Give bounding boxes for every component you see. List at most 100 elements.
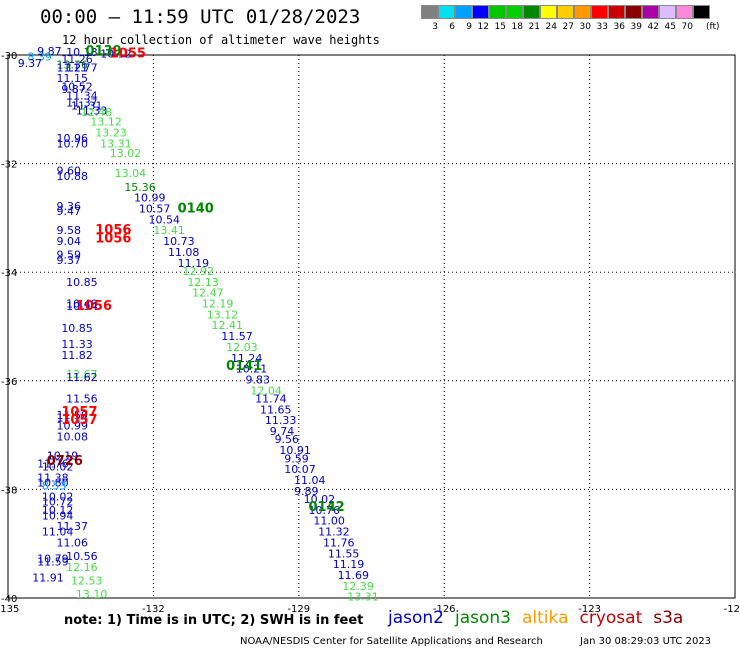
pass-time-label: 0726: [47, 454, 83, 469]
wave-height-label: 13.41: [153, 224, 185, 237]
wave-height-label: 13.36: [56, 59, 88, 72]
wave-height-label: 9.58: [56, 224, 81, 237]
plot-frame: [7, 54, 736, 599]
colorbar-swatch: [625, 5, 642, 19]
y-tick-label: -38: [1, 485, 17, 496]
wave-height-label: 11.59: [56, 409, 88, 422]
wave-height-label: 10.57: [139, 202, 171, 215]
legend-item-jason2: jason2: [388, 608, 444, 628]
colorbar-swatch: [642, 5, 659, 19]
colorbar-swatch: [557, 5, 574, 19]
pass-time-label: 1056: [95, 223, 131, 238]
wave-height-label: 11.57: [221, 330, 253, 343]
wave-height-label: 11.26: [61, 53, 93, 66]
wave-height-label: 11.91: [32, 572, 64, 585]
y-tick-label: -36: [1, 377, 17, 388]
wave-height-label: 11.24: [231, 352, 262, 365]
wave-height-label: 10.02: [42, 490, 74, 503]
wave-height-label: 10.54: [149, 213, 181, 226]
wave-height-label: 12.67: [66, 368, 98, 381]
wave-height-label: 12.16: [66, 561, 98, 574]
colorbar-swatch: [659, 5, 676, 19]
x-tick-label: -123: [578, 604, 601, 615]
wave-height-label: 11.56: [66, 393, 98, 406]
wave-height-label: 11.65: [260, 403, 292, 416]
wave-height-label: 11.04: [294, 474, 326, 487]
colorbar-swatch: [591, 5, 608, 19]
wave-height-label: 8.53: [42, 479, 67, 492]
y-tick-label: -32: [1, 160, 17, 171]
wave-height-label: 10.48: [66, 297, 98, 310]
wave-height-label: 15.36: [124, 181, 156, 194]
wave-height-label: 12.03: [226, 341, 258, 354]
colorbar-label: 12: [477, 22, 489, 32]
chart-subtitle: 12 hour collection of altimeter wave hei…: [62, 33, 380, 47]
wave-height-label: 9.37: [56, 254, 81, 267]
colorbar-swatch: [676, 5, 693, 19]
colorbar-label: 33: [596, 22, 608, 32]
wave-height-label: 11.32: [318, 526, 350, 539]
legend-item-altika: altika: [522, 608, 569, 628]
wave-height-label: 10.80: [37, 477, 69, 490]
colorbar-label: 45: [664, 22, 676, 32]
wave-height-label: 12.41: [212, 319, 244, 332]
wave-height-label: 10.88: [56, 170, 88, 183]
x-tick-label: -126: [433, 604, 456, 615]
colorbar-label: 15: [494, 22, 506, 32]
wave-height-label: 11.76: [323, 536, 355, 549]
wave-height-label: 11.06: [56, 536, 88, 549]
wave-height-label: 10.85: [66, 276, 98, 289]
colorbar-swatch: [523, 5, 540, 19]
wave-height-label: 11.14: [56, 412, 88, 425]
wave-height-label: 13.12: [207, 308, 239, 321]
wave-height-label: 9.87: [37, 45, 62, 58]
wave-height-label: 9.56: [275, 433, 300, 446]
wave-height-label: 10.85: [61, 322, 93, 335]
colorbar-label: 6: [449, 22, 455, 32]
wave-height-label: 11.55: [328, 547, 360, 560]
wave-height-label: 10.52: [61, 80, 93, 93]
wave-height-label: 12.13: [187, 276, 219, 289]
wave-height-label: 11.33: [265, 414, 297, 427]
x-tick-label: -135: [0, 604, 19, 615]
wave-height-label: 11.34: [66, 90, 98, 103]
pass-time-label: 0140: [178, 201, 214, 216]
colorbar-swatch: [438, 5, 455, 19]
wave-height-label: 12.04: [250, 384, 281, 397]
y-tick-label: -34: [1, 268, 17, 279]
wave-height-label: 10.07: [284, 463, 316, 476]
wave-height-label: 11.69: [338, 569, 370, 582]
wave-height-label: 12.39: [342, 580, 374, 593]
colorbar-label: 36: [613, 22, 625, 32]
pass-time-label: 1056: [95, 231, 131, 246]
wave-height-label: 9.59: [284, 452, 309, 465]
wave-height-label: 10.79: [37, 553, 69, 566]
wave-height-label: 11.19: [178, 257, 210, 270]
legend-item-jason3: jason3: [455, 608, 511, 628]
colorbar-label: 27: [562, 22, 574, 32]
wave-height-label: 11.74: [255, 393, 287, 406]
x-tick-label: -132: [142, 604, 165, 615]
wave-height-label: 12.48: [81, 106, 113, 119]
x-tick-label: -120: [724, 604, 740, 615]
wave-height-label: 12.53: [71, 574, 103, 587]
wave-height-label: 11.62: [66, 371, 98, 384]
wave-height-label: 12.47: [192, 287, 224, 300]
wave-height-label: 13.02: [110, 147, 142, 160]
pass-time-label: 1057: [61, 413, 97, 428]
wave-height-label: 10.02: [304, 493, 336, 506]
wave-height-label: 11.19: [333, 558, 365, 571]
legend-item-s3a: s3a: [653, 608, 684, 628]
footer-note: note: 1) Time is in UTC; 2) SWH is in fe…: [64, 613, 364, 628]
wave-height-label: 10.21: [236, 363, 268, 376]
wave-height-label: 9.36: [56, 200, 81, 213]
colorbar-swatch: [472, 5, 489, 19]
colorbar-label: 39: [630, 22, 642, 32]
wave-height-label: 9.74: [270, 425, 295, 438]
wave-height-label: 11.38: [37, 471, 69, 484]
wave-height-label: 11.08: [168, 246, 200, 259]
colorbar-label: 21: [528, 22, 540, 32]
wave-height-label: 9.89: [294, 485, 319, 498]
colorbar-label: 42: [647, 22, 659, 32]
